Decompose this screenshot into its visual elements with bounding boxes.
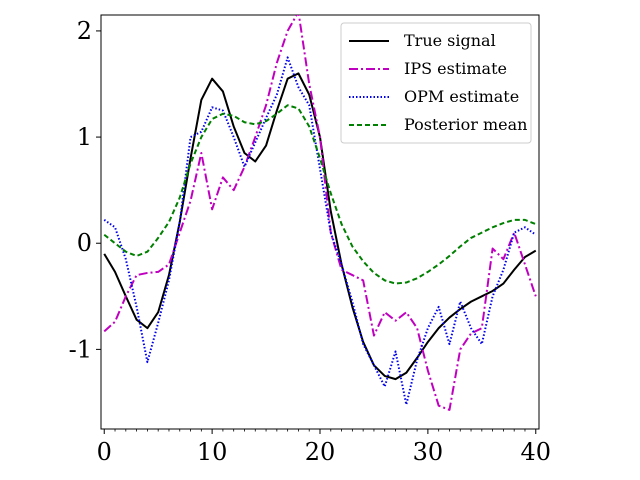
y-tick-label: 2 [77,17,92,45]
legend-box [340,22,532,144]
x-tick-label: 40 [520,438,551,466]
legend-label: Posterior mean [404,115,527,134]
x-tick-label: 30 [413,438,444,466]
series-line-posterior-mean [103,104,537,285]
x-tick-label: 0 [97,438,112,466]
series-lines [103,15,537,411]
legend-label: IPS estimate [404,59,507,78]
y-tick-label: 1 [77,123,92,151]
y-tick-label: 0 [77,229,92,257]
legend: True signal IPS estimate OPM estimate Poste… [340,22,532,144]
legend-label: OPM estimate [404,87,519,106]
x-tick-label: 10 [197,438,228,466]
y-tick-label: -1 [69,335,92,363]
legend-label: True signal [404,31,496,50]
x-tick-label: 20 [305,438,336,466]
